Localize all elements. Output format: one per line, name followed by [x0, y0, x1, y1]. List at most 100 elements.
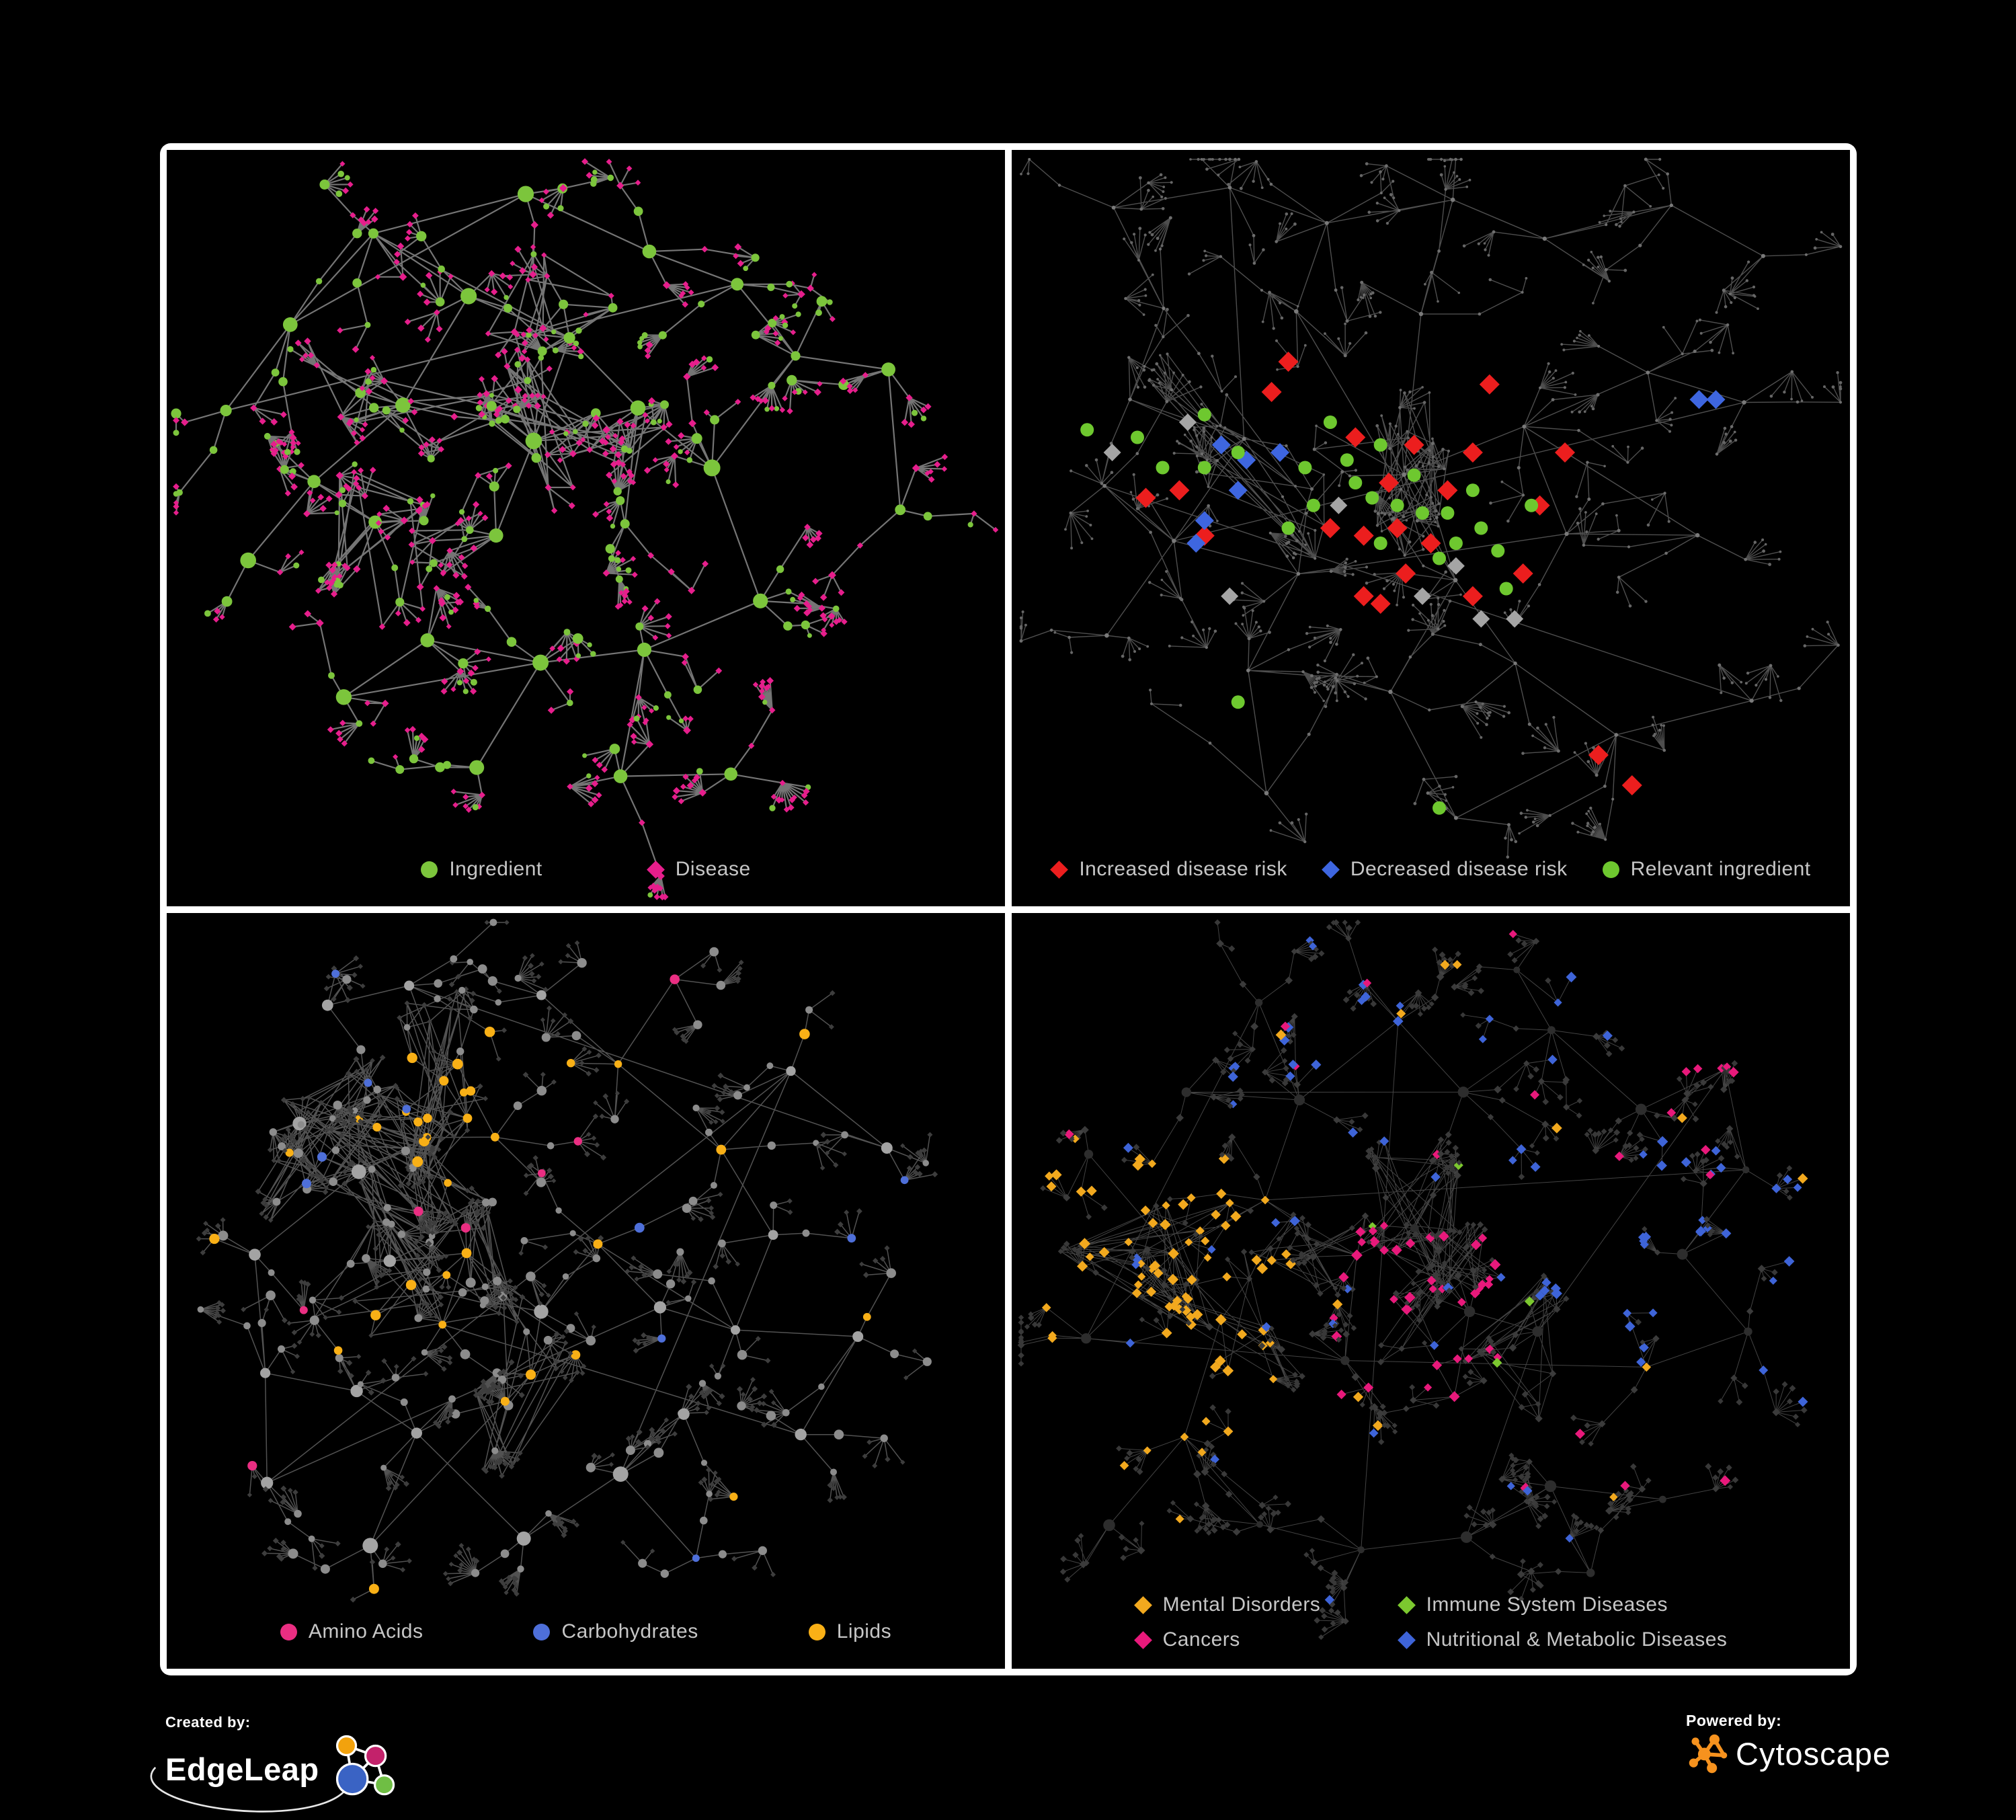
graph-node — [1258, 1501, 1266, 1509]
legend-label: Mental Disorders — [1162, 1593, 1321, 1616]
graph-node — [1611, 444, 1615, 448]
graph-node — [485, 656, 491, 662]
graph-node — [1345, 427, 1366, 448]
graph-node — [820, 630, 828, 637]
graph-node — [1488, 278, 1492, 282]
graph-node — [682, 773, 689, 781]
graph-node — [569, 484, 576, 491]
graph-node — [1414, 587, 1431, 605]
graph-node — [1723, 426, 1727, 430]
graph-node — [1345, 557, 1348, 561]
graph-node — [1276, 368, 1279, 371]
graph-node — [417, 1133, 424, 1140]
graph-node — [1455, 951, 1461, 957]
graph-node — [1373, 573, 1376, 576]
graph-node — [761, 1421, 768, 1428]
graph-node — [1077, 1261, 1088, 1272]
graph-node — [1140, 1205, 1151, 1216]
graph-node — [593, 1239, 603, 1249]
graph-node — [477, 399, 483, 406]
graph-node — [1623, 1487, 1629, 1494]
graph-node — [441, 678, 448, 685]
graph-node — [335, 729, 343, 737]
graph-node — [1199, 1515, 1205, 1521]
graph-node — [1800, 1407, 1808, 1414]
graph-node — [1798, 1396, 1808, 1407]
graph-node — [653, 1269, 663, 1279]
graph-node — [503, 1301, 509, 1306]
graph-node — [1228, 157, 1232, 161]
graph-node — [608, 1462, 614, 1467]
graph-node — [537, 1169, 546, 1177]
graph-node — [582, 753, 588, 758]
graph-node — [1162, 335, 1165, 339]
graph-node — [547, 1167, 553, 1174]
graph-node — [1428, 708, 1431, 712]
graph-node — [768, 319, 777, 327]
graph-node — [1426, 619, 1430, 622]
graph-node — [1437, 480, 1458, 501]
graph-node — [290, 1101, 296, 1107]
graph-node — [647, 552, 654, 559]
graph-node — [569, 1378, 574, 1383]
graph-node — [783, 806, 790, 813]
graph-node — [470, 1197, 475, 1203]
graph-node — [1348, 1119, 1355, 1125]
graph-node — [1388, 422, 1392, 426]
graph-node — [356, 1353, 362, 1359]
graph-node — [1460, 1531, 1473, 1543]
graph-node — [541, 1033, 551, 1042]
graph-node — [1574, 1429, 1586, 1439]
graph-node — [1361, 991, 1371, 1002]
graph-node — [718, 1550, 727, 1558]
graph-node — [383, 1255, 396, 1267]
graph-node — [1836, 371, 1839, 374]
graph-node — [624, 1099, 630, 1105]
graph-node — [625, 567, 632, 573]
graph-node — [547, 707, 555, 714]
graph-node — [358, 1157, 364, 1163]
graph-node — [1411, 618, 1414, 621]
graph-node — [508, 284, 514, 290]
graph-node — [819, 1165, 825, 1171]
graph-node — [1434, 1303, 1441, 1310]
graph-node — [672, 1027, 678, 1033]
graph-node — [300, 1157, 307, 1164]
graph-node — [756, 1400, 763, 1407]
graph-node — [1465, 1221, 1471, 1227]
graph-node — [393, 259, 400, 266]
graph-node — [1195, 470, 1199, 474]
graph-node — [832, 605, 840, 612]
graph-node — [1646, 370, 1650, 374]
graph-node — [1215, 1516, 1222, 1523]
graph-node — [1393, 589, 1396, 592]
graph-node — [587, 642, 592, 647]
graph-node — [421, 1179, 426, 1185]
graph-node — [1070, 547, 1074, 550]
graph-node — [1716, 1162, 1726, 1173]
graph-node — [540, 1017, 545, 1023]
graph-node — [433, 1350, 439, 1356]
graph-node — [471, 1556, 477, 1562]
graph-node — [1461, 983, 1469, 990]
graph-node — [404, 980, 415, 991]
graph-node — [627, 721, 633, 728]
graph-node — [1718, 1398, 1724, 1404]
graph-node — [1253, 1173, 1260, 1181]
graph-node — [438, 597, 445, 604]
graph-node — [404, 318, 411, 325]
graph-node — [1123, 1546, 1129, 1552]
graph-node — [1523, 1486, 1533, 1496]
graph-node — [859, 1261, 864, 1267]
graph-node — [1628, 604, 1632, 608]
graph-node — [525, 432, 542, 450]
graph-node — [535, 974, 542, 980]
graph-node — [1203, 1253, 1212, 1262]
graph-node — [770, 1421, 777, 1428]
graph-node — [1225, 1256, 1231, 1262]
graph-node — [1285, 1071, 1295, 1081]
graph-node — [1460, 705, 1464, 709]
graph-node — [1651, 498, 1654, 501]
graph-node — [452, 1058, 463, 1070]
graph-node — [1079, 1238, 1090, 1250]
